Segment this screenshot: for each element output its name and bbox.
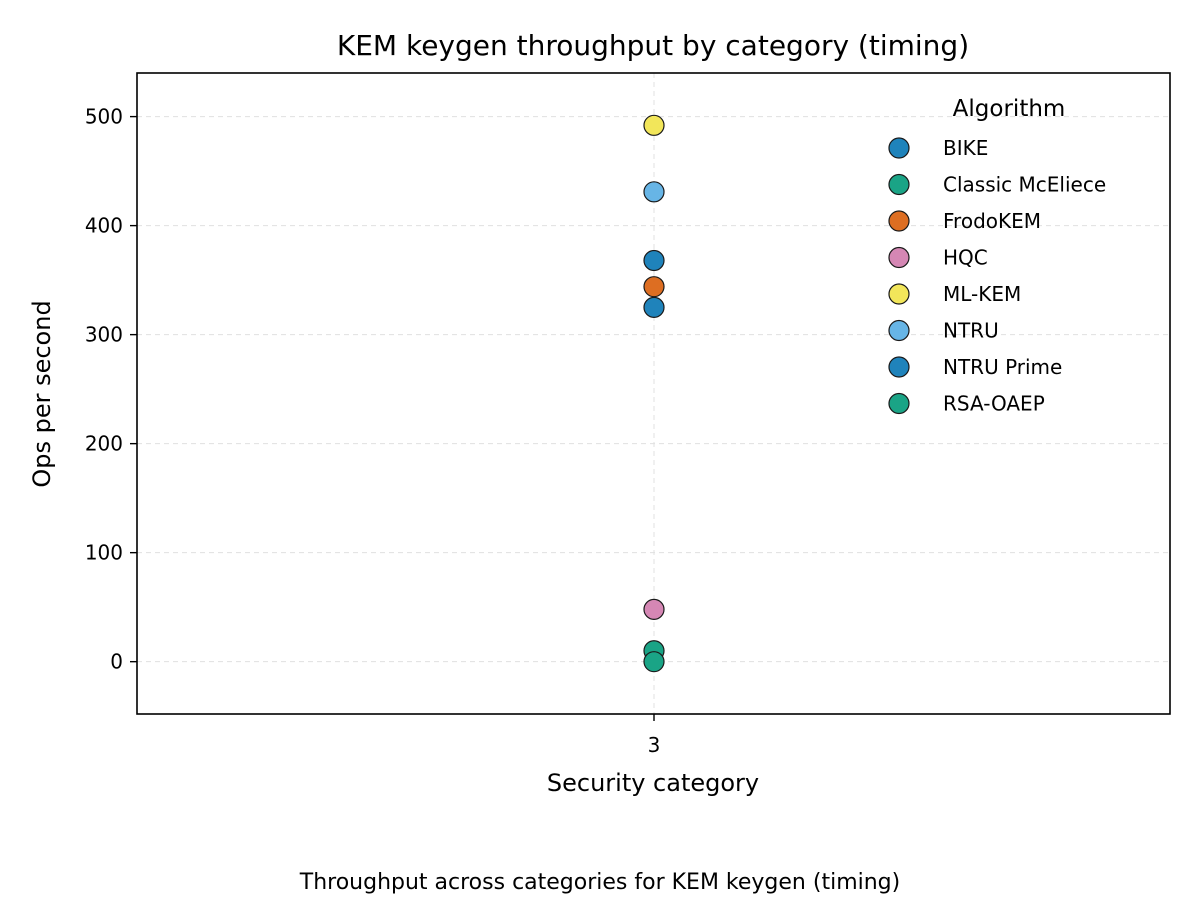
chart-title: KEM keygen throughput by category (timin… [337, 29, 969, 62]
legend-marker-classic-mceliece [888, 173, 910, 196]
y-tick-label: 400 [85, 214, 123, 238]
legend-label-bike: BIKE [943, 136, 988, 160]
marks-layer [643, 114, 665, 673]
legend-label-frodokem: FrodoKEM [943, 209, 1041, 233]
legend-label-classic-mceliece: Classic McEliece [943, 173, 1106, 197]
data-point-hqc [643, 598, 665, 620]
chart-caption: Throughput across categories for KEM key… [299, 870, 900, 895]
data-point-frodokem [643, 276, 665, 298]
y-tick-label: 0 [110, 650, 123, 674]
data-point-bike [643, 296, 665, 318]
data-point-ml-kem [643, 114, 665, 136]
data-point-ntru [643, 181, 665, 203]
y-axis-label: Ops per second [28, 300, 56, 487]
y-tick-label: 200 [85, 432, 123, 456]
legend-label-ml-kem: ML-KEM [943, 282, 1021, 306]
legend-label-rsa-oaep: RSA-OAEP [943, 392, 1045, 416]
x-axis-label: Security category [547, 769, 759, 797]
legend-label-hqc: HQC [943, 246, 988, 270]
legend-marker-ml-kem [888, 283, 910, 305]
y-tick-label: 100 [85, 541, 123, 565]
data-point-rsa-oaep [643, 651, 665, 673]
ticks-layer: 0 100 200 300 400 500 3 [85, 105, 661, 757]
legend-marker-ntru [888, 319, 910, 342]
data-point-ntru-prime [643, 249, 665, 272]
legend-marker-ntru-prime [888, 356, 910, 378]
legend-title: Algorithm [953, 96, 1066, 122]
legend-marker-bike [888, 137, 910, 159]
legend-marker-rsa-oaep [888, 392, 910, 415]
legend-label-ntru: NTRU [943, 319, 999, 343]
legend-marker-frodokem [888, 210, 910, 232]
legend-marker-hqc [888, 246, 910, 269]
legend-label-ntru-prime: NTRU Prime [943, 355, 1062, 379]
y-tick-label: 500 [85, 105, 123, 129]
y-tick-label: 300 [85, 323, 123, 347]
legend: Algorithm BIKE Classic McEliece FrodoKEM HQC… [888, 96, 1106, 416]
x-tick-label: 3 [648, 733, 661, 757]
